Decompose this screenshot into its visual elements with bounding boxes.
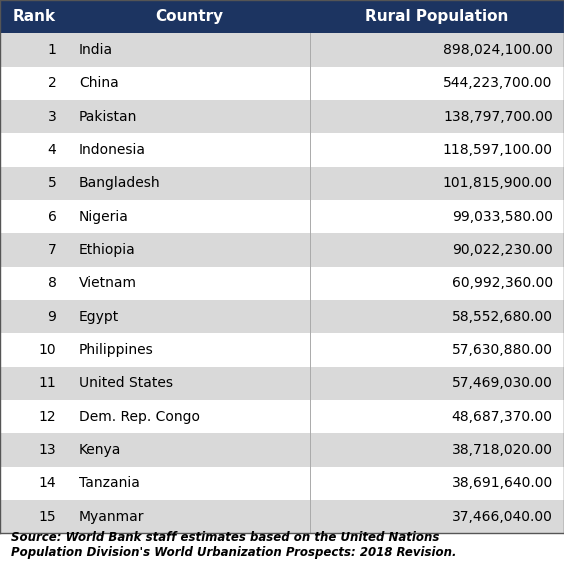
Text: 58,552,680.00: 58,552,680.00 bbox=[452, 310, 553, 324]
Bar bbox=[0, 500, 564, 533]
Text: Bangladesh: Bangladesh bbox=[79, 177, 161, 191]
Text: Philippines: Philippines bbox=[79, 343, 154, 357]
Bar bbox=[0, 200, 564, 233]
Text: Kenya: Kenya bbox=[79, 443, 121, 457]
Bar bbox=[0, 33, 564, 66]
Text: 3: 3 bbox=[47, 110, 56, 124]
Bar bbox=[0, 167, 564, 200]
Text: 12: 12 bbox=[39, 410, 56, 424]
Text: India: India bbox=[79, 43, 113, 57]
Text: Indonesia: Indonesia bbox=[79, 143, 146, 157]
Bar bbox=[0, 333, 564, 367]
Text: 57,469,030.00: 57,469,030.00 bbox=[452, 377, 553, 391]
Text: Vietnam: Vietnam bbox=[79, 276, 137, 290]
Text: 10: 10 bbox=[39, 343, 56, 357]
Text: Rural Population: Rural Population bbox=[365, 9, 509, 24]
Text: 37,466,040.00: 37,466,040.00 bbox=[452, 510, 553, 524]
Text: Nigeria: Nigeria bbox=[79, 210, 129, 224]
Bar bbox=[0, 100, 564, 134]
Text: Tanzania: Tanzania bbox=[79, 476, 140, 490]
Text: 15: 15 bbox=[39, 510, 56, 524]
Text: 60,992,360.00: 60,992,360.00 bbox=[452, 276, 553, 290]
Text: 101,815,900.00: 101,815,900.00 bbox=[443, 177, 553, 191]
Bar bbox=[0, 134, 564, 167]
Text: 90,022,230.00: 90,022,230.00 bbox=[452, 243, 553, 257]
Text: Rank: Rank bbox=[12, 9, 55, 24]
Text: 99,033,580.00: 99,033,580.00 bbox=[452, 210, 553, 224]
Text: 138,797,700.00: 138,797,700.00 bbox=[443, 110, 553, 124]
Bar bbox=[0, 400, 564, 433]
Text: United States: United States bbox=[79, 377, 173, 391]
Text: 9: 9 bbox=[47, 310, 56, 324]
Text: Dem. Rep. Congo: Dem. Rep. Congo bbox=[79, 410, 200, 424]
Text: 38,718,020.00: 38,718,020.00 bbox=[452, 443, 553, 457]
Text: 13: 13 bbox=[39, 443, 56, 457]
Bar bbox=[0, 66, 564, 100]
Text: 6: 6 bbox=[47, 210, 56, 224]
Text: 57,630,880.00: 57,630,880.00 bbox=[452, 343, 553, 357]
Text: Ethiopia: Ethiopia bbox=[79, 243, 136, 257]
Bar bbox=[0, 233, 564, 267]
Text: China: China bbox=[79, 76, 118, 90]
Text: Country: Country bbox=[155, 9, 223, 24]
Text: 544,223,700.00: 544,223,700.00 bbox=[443, 76, 553, 90]
Text: Pakistan: Pakistan bbox=[79, 110, 138, 124]
Text: 5: 5 bbox=[47, 177, 56, 191]
Text: Source: World Bank staff estimates based on the United Nations
Population Divisi: Source: World Bank staff estimates based… bbox=[11, 531, 457, 559]
Text: 4: 4 bbox=[47, 143, 56, 157]
Bar bbox=[0, 0, 564, 33]
Text: 2: 2 bbox=[47, 76, 56, 90]
Bar bbox=[0, 267, 564, 300]
Text: 8: 8 bbox=[47, 276, 56, 290]
Text: 11: 11 bbox=[39, 377, 56, 391]
Text: 118,597,100.00: 118,597,100.00 bbox=[443, 143, 553, 157]
Bar bbox=[0, 300, 564, 333]
Text: 38,691,640.00: 38,691,640.00 bbox=[451, 476, 553, 490]
Text: 898,024,100.00: 898,024,100.00 bbox=[443, 43, 553, 57]
Text: 48,687,370.00: 48,687,370.00 bbox=[452, 410, 553, 424]
Bar bbox=[0, 433, 564, 467]
Text: 1: 1 bbox=[47, 43, 56, 57]
Text: 14: 14 bbox=[39, 476, 56, 490]
Bar bbox=[0, 367, 564, 400]
Text: 7: 7 bbox=[47, 243, 56, 257]
Bar bbox=[0, 467, 564, 500]
Text: Myanmar: Myanmar bbox=[79, 510, 144, 524]
Text: Egypt: Egypt bbox=[79, 310, 119, 324]
